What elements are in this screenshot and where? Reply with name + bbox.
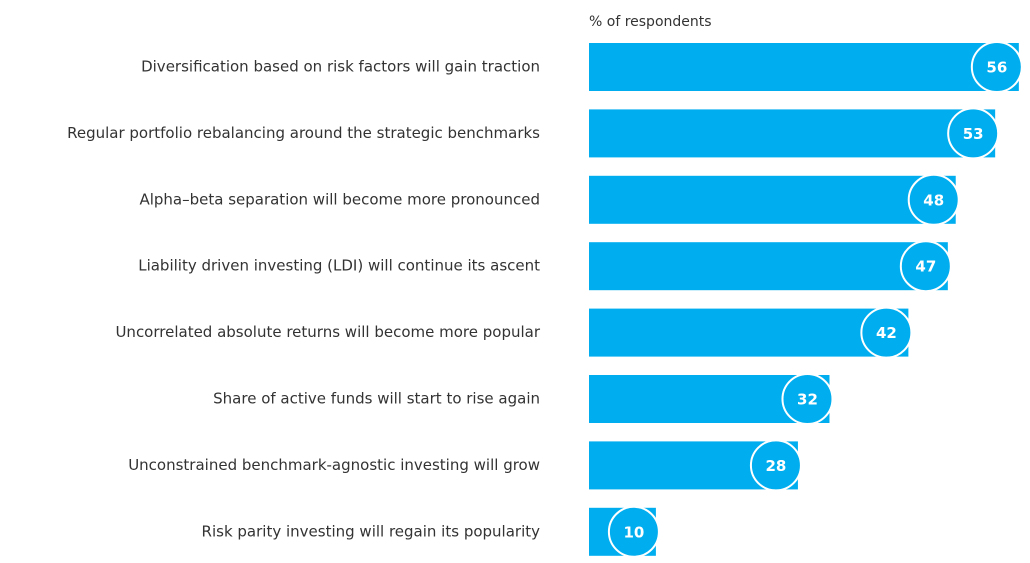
- value-label: 48: [923, 191, 944, 209]
- value-badge: [970, 41, 1023, 93]
- value-badge: [781, 373, 834, 425]
- value-badge: [899, 240, 952, 293]
- bar: [589, 109, 996, 158]
- value-label: 32: [797, 391, 818, 409]
- value-label: 42: [876, 324, 897, 342]
- category-label: Regular portfolio rebalancing around the…: [67, 124, 540, 142]
- value-badge: [860, 306, 913, 359]
- subtitle: % of respondents: [589, 14, 712, 30]
- category-label: Unconstrained benchmark-agnostic investi…: [128, 456, 540, 474]
- category-label: Share of active funds will start to rise…: [213, 390, 540, 408]
- category-label: Diversification based on risk factors wi…: [141, 58, 540, 76]
- value-label: 47: [915, 258, 936, 276]
- bar: [589, 308, 909, 357]
- value-badge: [607, 505, 660, 558]
- value-badge: [907, 173, 960, 226]
- bar: [589, 43, 1019, 91]
- category-label: Alpha–beta separation will become more p…: [139, 190, 540, 208]
- value-label: 53: [963, 125, 984, 143]
- category-label: Uncorrelated absolute returns will becom…: [115, 323, 540, 341]
- value-label: 10: [623, 523, 644, 541]
- bar: [589, 175, 956, 224]
- value-label: 28: [765, 457, 786, 475]
- category-label: Risk parity investing will regain its po…: [202, 522, 541, 540]
- value-badge: [749, 439, 802, 492]
- category-label: Liability driven investing (LDI) will co…: [138, 257, 540, 275]
- value-label: 56: [986, 59, 1007, 77]
- value-badge: [947, 107, 1000, 160]
- bar: [589, 242, 948, 291]
